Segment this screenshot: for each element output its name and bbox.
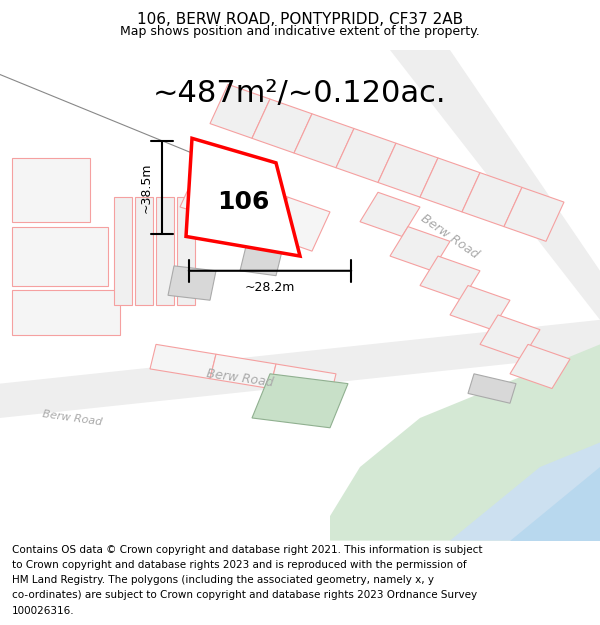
Polygon shape	[450, 442, 600, 541]
Polygon shape	[420, 256, 480, 300]
Polygon shape	[210, 84, 270, 138]
Polygon shape	[270, 198, 330, 251]
Polygon shape	[468, 374, 516, 403]
Polygon shape	[252, 99, 312, 153]
Text: 100026316.: 100026316.	[12, 606, 74, 616]
Polygon shape	[186, 138, 300, 256]
Polygon shape	[12, 227, 108, 286]
Polygon shape	[156, 198, 174, 305]
Text: ~38.5m: ~38.5m	[140, 162, 153, 212]
Polygon shape	[504, 188, 564, 241]
Polygon shape	[378, 143, 438, 198]
Text: Contains OS data © Crown copyright and database right 2021. This information is : Contains OS data © Crown copyright and d…	[12, 545, 482, 555]
Polygon shape	[390, 50, 600, 320]
Polygon shape	[360, 192, 420, 236]
Text: ~487m²/~0.120ac.: ~487m²/~0.120ac.	[153, 79, 447, 109]
Text: HM Land Registry. The polygons (including the associated geometry, namely x, y: HM Land Registry. The polygons (includin…	[12, 575, 434, 585]
Polygon shape	[480, 315, 540, 359]
Polygon shape	[270, 364, 336, 398]
Polygon shape	[0, 320, 600, 418]
Polygon shape	[135, 198, 153, 305]
Polygon shape	[336, 129, 396, 182]
Polygon shape	[114, 198, 132, 305]
Text: ~28.2m: ~28.2m	[245, 281, 295, 294]
Polygon shape	[510, 344, 570, 389]
Text: 106: 106	[217, 190, 269, 214]
Polygon shape	[450, 286, 510, 329]
Polygon shape	[228, 182, 288, 236]
Text: Berw Road: Berw Road	[419, 212, 481, 261]
Text: to Crown copyright and database rights 2023 and is reproduced with the permissio: to Crown copyright and database rights 2…	[12, 560, 467, 570]
Polygon shape	[150, 344, 216, 379]
Polygon shape	[168, 266, 216, 300]
Text: Berw Road: Berw Road	[41, 409, 103, 427]
Polygon shape	[294, 114, 354, 168]
Polygon shape	[177, 198, 195, 305]
Text: 106, BERW ROAD, PONTYPRIDD, CF37 2AB: 106, BERW ROAD, PONTYPRIDD, CF37 2AB	[137, 12, 463, 28]
Polygon shape	[390, 227, 450, 271]
Polygon shape	[12, 158, 90, 222]
Polygon shape	[210, 354, 276, 389]
Polygon shape	[420, 158, 480, 212]
Polygon shape	[330, 344, 600, 541]
Polygon shape	[180, 168, 246, 222]
Polygon shape	[462, 173, 522, 227]
Text: co-ordinates) are subject to Crown copyright and database rights 2023 Ordnance S: co-ordinates) are subject to Crown copyr…	[12, 591, 477, 601]
Polygon shape	[510, 467, 600, 541]
Text: Map shows position and indicative extent of the property.: Map shows position and indicative extent…	[120, 24, 480, 38]
Text: Berw Road: Berw Road	[206, 368, 274, 390]
Polygon shape	[12, 291, 120, 334]
Polygon shape	[252, 374, 348, 428]
Polygon shape	[240, 246, 282, 276]
